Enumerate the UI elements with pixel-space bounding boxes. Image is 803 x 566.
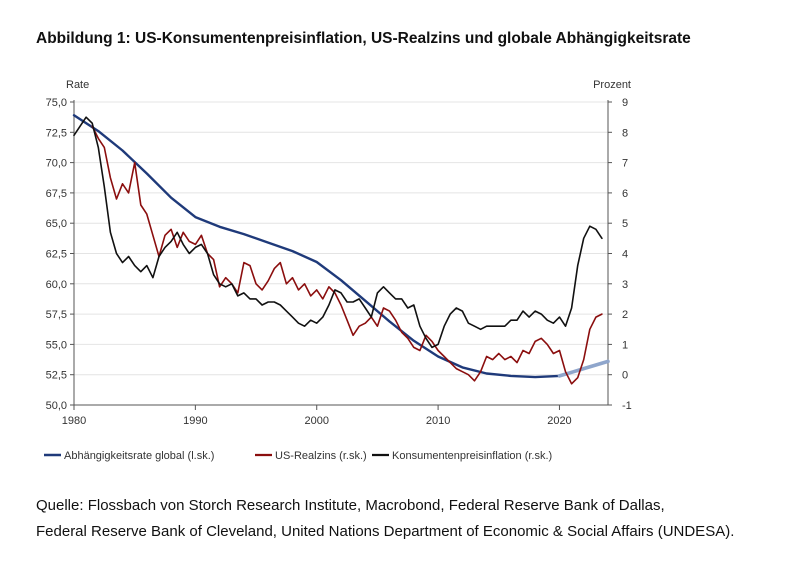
- cpi-inflation-line: [73, 116, 603, 349]
- left-tick-label: 65,0: [46, 218, 67, 230]
- left-tick-label: 55,0: [46, 339, 67, 351]
- left-tick-label: 67,5: [46, 188, 67, 200]
- right-tick-label: -1: [622, 400, 632, 412]
- x-tick-label: 2010: [426, 415, 450, 427]
- left-tick-label: 72,5: [46, 127, 67, 139]
- left-axis-label: Rate: [66, 79, 89, 91]
- right-tick-label: 0: [622, 370, 628, 382]
- dependency-rate-projection-line: [557, 359, 610, 378]
- right-tick-label: 3: [622, 279, 628, 291]
- legend-cpi-label: Konsumentenpreisinflation (r.sk.): [392, 450, 552, 462]
- source-line-1: Quelle: Flossbach von Storch Research In…: [36, 497, 665, 514]
- chart-svg: 75,0 72,5 70,0 67,5 65,0 62,5 60,0 57,5 55,0 52,5…: [44, 79, 632, 462]
- dependency-rate-line: [72, 114, 561, 379]
- source-line-2: Federal Reserve Bank of Cleveland, Unite…: [36, 523, 735, 540]
- right-tick-label: 1: [622, 339, 628, 351]
- legend: Abhängigkeitsrate global (l.sk.) US-Realz…: [44, 450, 552, 462]
- left-tick-label: 57,5: [46, 309, 67, 321]
- right-tick-label: 6: [622, 188, 628, 200]
- real-rate-line: [91, 125, 603, 385]
- x-tick-label: 1990: [183, 415, 207, 427]
- right-axis-label: Prozent: [593, 79, 631, 91]
- left-tick-label: 75,0: [46, 97, 67, 109]
- left-tick-label: 50,0: [46, 400, 67, 412]
- legend-real-rate-label: US-Realzins (r.sk.): [275, 450, 367, 462]
- axes: 75,0 72,5 70,0 67,5 65,0 62,5 60,0 57,5 55,0 52,5…: [46, 79, 632, 427]
- left-tick-label: 52,5: [46, 370, 67, 382]
- series-lines: [72, 114, 610, 385]
- right-tick-label: 7: [622, 158, 628, 170]
- x-tick-label: 1980: [62, 415, 86, 427]
- right-tick-label: 8: [622, 127, 628, 139]
- right-tick-label: 4: [622, 249, 628, 261]
- left-tick-label: 62,5: [46, 249, 67, 261]
- legend-dependency-label: Abhängigkeitsrate global (l.sk.): [64, 450, 214, 462]
- grid-lines: [74, 101, 608, 406]
- chart-title: Abbildung 1: US-Konsumentenpreisinflatio…: [36, 30, 691, 47]
- right-tick-label: 2: [622, 309, 628, 321]
- right-tick-label: 9: [622, 97, 628, 109]
- left-tick-label: 70,0: [46, 158, 67, 170]
- right-tick-label: 5: [622, 218, 628, 230]
- x-tick-label: 2000: [304, 415, 328, 427]
- source-note: Quelle: Flossbach von Storch Research In…: [36, 493, 734, 545]
- x-tick-label: 2020: [547, 415, 571, 427]
- left-tick-label: 60,0: [46, 279, 67, 291]
